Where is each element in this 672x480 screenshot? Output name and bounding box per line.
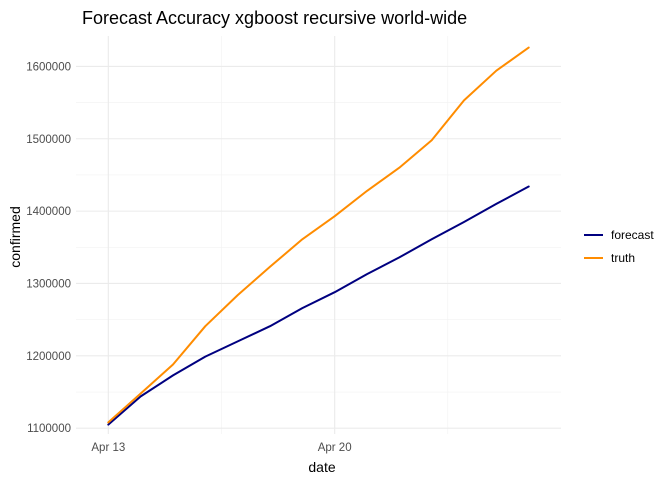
y-tick-label: 1300000 [26,278,71,290]
y-axis-ticks: 1100000 1200000 1300000 1400000 1500000 16000… [26,61,71,435]
x-axis-ticks: Apr 13 Apr 20 [91,442,351,454]
y-tick-label: 1500000 [26,134,71,146]
plot-grid [76,36,561,434]
legend: forecast truth [584,228,654,265]
y-tick-label: 1600000 [26,61,71,73]
legend-label-truth: truth [611,251,635,265]
chart-title: Forecast Accuracy xgboost recursive worl… [82,8,467,28]
series-lines [107,46,530,426]
x-axis-label: date [308,459,335,475]
legend-label-forecast: forecast [611,228,654,242]
y-tick-label: 1200000 [26,351,71,363]
series-line-truth [107,46,530,424]
x-tick-label: Apr 13 [91,442,125,454]
y-tick-label: 1400000 [26,206,71,218]
series-line-forecast [107,185,530,426]
y-axis-label: confirmed [7,206,23,267]
y-tick-label: 1100000 [27,423,71,435]
x-tick-label: Apr 20 [318,442,352,454]
